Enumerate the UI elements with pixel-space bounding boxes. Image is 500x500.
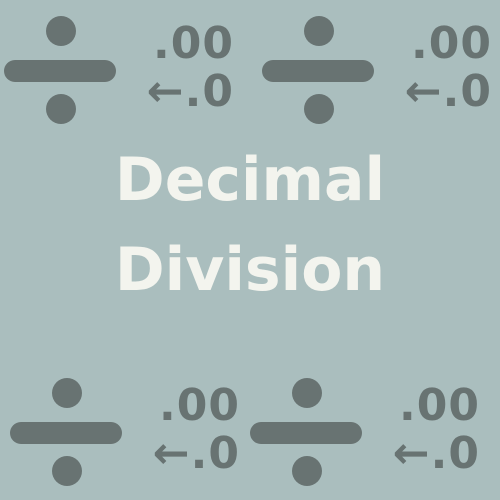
- decimal-line-1: .00: [159, 380, 240, 431]
- decimal-line-1: .00: [411, 18, 492, 69]
- decimal-line-1: .00: [153, 18, 234, 69]
- division-dot-top: [292, 378, 322, 408]
- division-sign-icon: [262, 8, 382, 128]
- decimal-line-1: .00: [399, 380, 480, 431]
- division-dot-bottom: [52, 456, 82, 486]
- decimal-line-2: ←.0: [404, 66, 492, 117]
- division-sign-icon: [4, 8, 124, 128]
- division-dot-top: [304, 16, 334, 46]
- tile-bottom-right: .00 ←.0: [250, 370, 490, 490]
- division-bar: [10, 422, 122, 444]
- division-dot-bottom: [304, 94, 334, 124]
- division-bar: [250, 422, 362, 444]
- decimal-shift-icon: .00 ←.0: [380, 376, 490, 486]
- decimal-shift-icon: .00 ←.0: [134, 14, 244, 124]
- division-sign-icon: [10, 370, 130, 490]
- division-bar: [4, 60, 116, 82]
- division-dot-bottom: [292, 456, 322, 486]
- tile-top-left: .00 ←.0: [4, 8, 244, 128]
- division-dot-bottom: [46, 94, 76, 124]
- decimal-line-2: ←.0: [146, 66, 234, 117]
- decimal-shift-icon: .00 ←.0: [140, 376, 250, 486]
- division-dot-top: [52, 378, 82, 408]
- division-sign-icon: [250, 370, 370, 490]
- decimal-shift-icon: .00 ←.0: [392, 14, 500, 124]
- division-dot-top: [46, 16, 76, 46]
- tile-top-right: .00 ←.0: [262, 8, 500, 128]
- tile-bottom-left: .00 ←.0: [10, 370, 250, 490]
- decimal-line-2: ←.0: [392, 428, 480, 479]
- division-bar: [262, 60, 374, 82]
- title-line-1: Decimal: [114, 145, 386, 215]
- decimal-line-2: ←.0: [152, 428, 240, 479]
- title-line-2: Division: [114, 235, 386, 305]
